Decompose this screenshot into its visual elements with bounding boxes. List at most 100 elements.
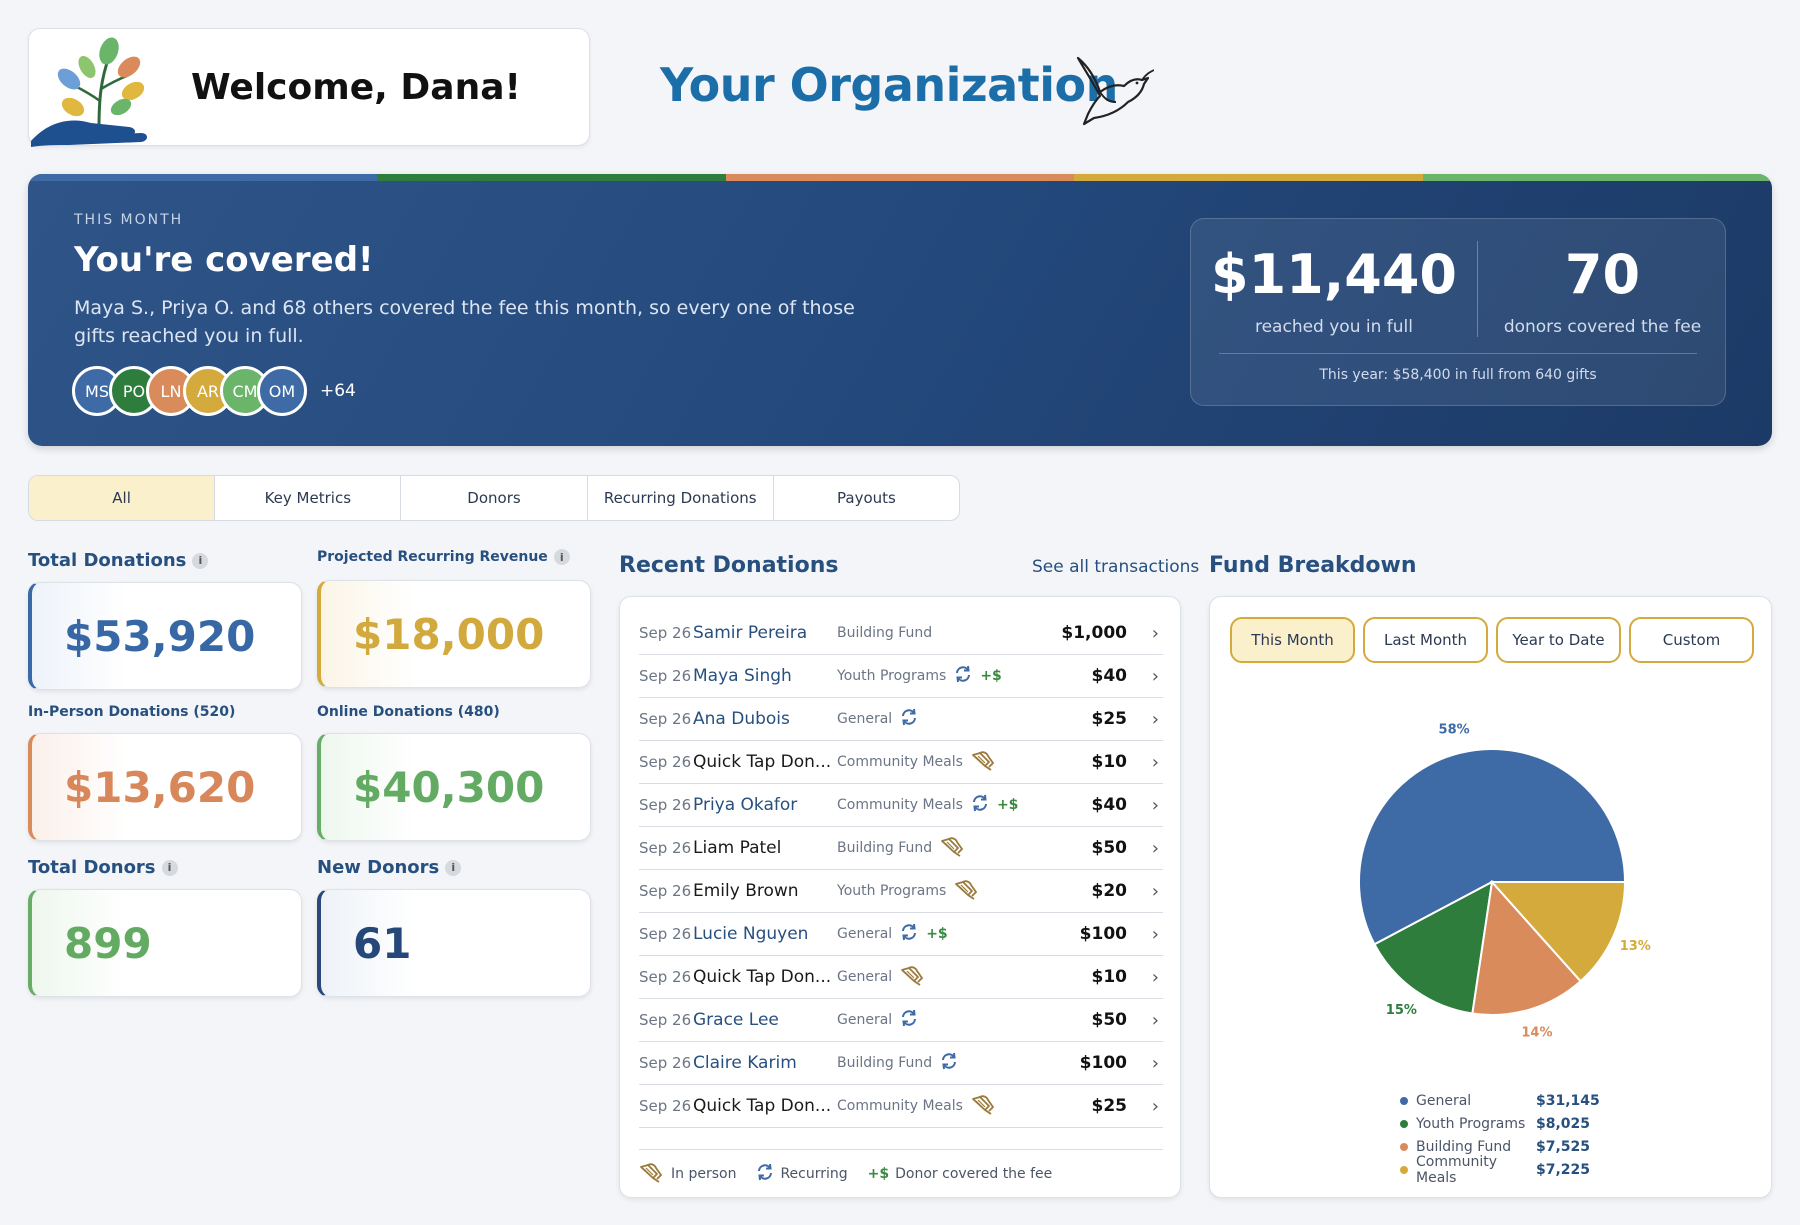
donor-name[interactable]: Claire Karim xyxy=(693,1053,797,1073)
pie-label: 15% xyxy=(1386,1003,1417,1018)
stats-divider xyxy=(1477,241,1478,337)
pie-label: 14% xyxy=(1521,1025,1552,1040)
period-last-month-button[interactable]: Last Month xyxy=(1363,617,1488,663)
donation-amount: $50 xyxy=(1091,1010,1128,1030)
in-person-icon xyxy=(971,1093,997,1119)
donor-name[interactable]: Grace Lee xyxy=(693,1010,779,1030)
total-donations-label-text: Total Donations xyxy=(28,550,187,571)
period-custom-button[interactable]: Custom xyxy=(1629,617,1754,663)
donation-row[interactable]: Sep 26 Quick Tap Don... Community Meals $10… xyxy=(639,741,1163,784)
period-this-month-button[interactable]: This Month xyxy=(1230,617,1355,663)
info-icon[interactable]: i xyxy=(445,859,462,876)
welcome-heading: Welcome, Dana! xyxy=(191,67,521,108)
donation-date: Sep 26 xyxy=(639,1097,692,1115)
legend-name: Building Fund xyxy=(1416,1138,1512,1155)
stripe-segment xyxy=(28,174,377,181)
pie-slice-building-fund[interactable] xyxy=(1471,879,1582,1016)
donation-amount: $100 xyxy=(1079,1053,1127,1073)
period-selector: This Month Last Month Year to Date Custo… xyxy=(1230,617,1754,663)
chevron-right-icon[interactable]: › xyxy=(1151,837,1159,859)
tab-recurring-donations[interactable]: Recurring Donations xyxy=(588,476,774,520)
fee-covered-icon: +$ xyxy=(980,668,1002,684)
total-donations-card[interactable]: $53,920 xyxy=(28,582,302,690)
donor-avatar-stack[interactable]: MS PO LN AR CM OM +64 xyxy=(72,365,356,417)
chevron-right-icon[interactable]: › xyxy=(1151,622,1159,644)
donor-name: Liam Patel xyxy=(693,838,782,858)
donation-icons xyxy=(900,708,918,730)
donation-fund: General xyxy=(837,926,893,942)
pie-slice-general[interactable] xyxy=(1358,748,1627,946)
donation-icons: +$ xyxy=(954,665,1002,687)
donation-row[interactable]: Sep 26 Lucie Nguyen General +$ $100 › xyxy=(639,913,1163,956)
donation-icons xyxy=(971,1093,997,1119)
chevron-right-icon[interactable]: › xyxy=(1151,665,1159,687)
donation-date: Sep 26 xyxy=(639,882,692,900)
tab-donors[interactable]: Donors xyxy=(401,476,588,520)
see-all-transactions-link[interactable]: See all transactions xyxy=(1032,557,1200,577)
info-icon[interactable]: i xyxy=(192,552,209,569)
banner-title: You're covered! xyxy=(74,240,374,280)
tab-payouts[interactable]: Payouts xyxy=(837,489,896,507)
donation-amount: $50 xyxy=(1091,838,1128,858)
recurring-icon xyxy=(971,794,989,816)
donor-name[interactable]: Samir Pereira xyxy=(693,623,808,643)
online-donations-card[interactable]: $40,300 xyxy=(317,733,591,841)
legend-swatch xyxy=(1400,1142,1408,1151)
legend-item: Building Fund $7,525 xyxy=(1400,1135,1600,1158)
chevron-right-icon[interactable]: › xyxy=(1151,966,1159,988)
period-year-to-date-button[interactable]: Year to Date xyxy=(1496,617,1621,663)
donation-row[interactable]: Sep 26 Maya Singh Youth Programs +$ $40 › xyxy=(639,655,1163,698)
fund-breakdown-title: Fund Breakdown xyxy=(1209,553,1417,578)
donation-row[interactable]: Sep 26 Ana Dubois General $25 › xyxy=(639,698,1163,741)
chevron-right-icon[interactable]: › xyxy=(1151,1009,1159,1031)
donation-row[interactable]: Sep 26 Quick Tap Don... General $10 › xyxy=(639,956,1163,999)
donation-row[interactable]: Sep 26 Priya Okafor Community Meals +$ $40 › xyxy=(639,784,1163,827)
new-donors-card[interactable]: 61 xyxy=(317,889,591,997)
tab-key-metrics[interactable]: Key Metrics xyxy=(215,476,402,520)
in-person-donations-card[interactable]: $13,620 xyxy=(28,733,302,841)
stripe-segment xyxy=(1423,174,1772,181)
in-person-icon xyxy=(940,835,966,861)
tab-all[interactable]: All xyxy=(29,476,216,520)
donors-covered-label: donors covered the fee xyxy=(1503,317,1702,337)
donor-name[interactable]: Lucie Nguyen xyxy=(693,924,809,944)
pie-slice-youth-programs[interactable] xyxy=(1373,880,1494,1015)
fee-coverage-banner: THIS MONTH You're covered! Maya S., Priy… xyxy=(28,174,1772,446)
donation-fund: General xyxy=(837,1012,893,1028)
recurring-icon xyxy=(756,1163,774,1185)
banner-eyebrow: THIS MONTH xyxy=(74,212,184,228)
donation-row[interactable]: Sep 26 Quick Tap Don... Community Meals $25… xyxy=(639,1085,1163,1128)
donation-date: Sep 26 xyxy=(639,753,692,771)
fee-covered-icon: +$ xyxy=(996,797,1019,813)
donation-row[interactable]: Sep 26 Emily Brown Youth Programs $20 › xyxy=(639,870,1163,913)
chevron-right-icon[interactable]: › xyxy=(1151,1095,1159,1117)
donor-name[interactable]: Ana Dubois xyxy=(693,709,790,729)
projected-recurring-label: Projected Recurring Revenue i xyxy=(317,549,570,565)
donor-name[interactable]: Priya Okafor xyxy=(693,795,798,815)
online-donations-label: Online Donations (480) xyxy=(317,704,500,720)
chevron-right-icon[interactable]: › xyxy=(1151,1052,1159,1074)
donation-icons xyxy=(971,749,997,775)
amount-reached-value: $11,440 xyxy=(1211,243,1457,306)
donation-row[interactable]: Sep 26 Samir Pereira Building Fund $1,000 › xyxy=(639,612,1163,655)
donation-row[interactable]: Sep 26 Liam Patel Building Fund $50 › xyxy=(639,827,1163,870)
donor-name[interactable]: Maya Singh xyxy=(693,666,792,686)
pie-slice-community-meals[interactable] xyxy=(1489,881,1627,983)
info-icon[interactable]: i xyxy=(553,549,570,565)
avatars-more-count[interactable]: +64 xyxy=(320,381,356,401)
chevron-right-icon[interactable]: › xyxy=(1151,751,1159,773)
projected-recurring-label-text: Projected Recurring Revenue xyxy=(317,549,548,565)
avatar[interactable]: OM xyxy=(257,366,307,416)
fund-breakdown-panel: This Month Last Month Year to Date Custo… xyxy=(1209,596,1772,1198)
chevron-right-icon[interactable]: › xyxy=(1151,708,1159,730)
donation-row[interactable]: Sep 26 Claire Karim Building Fund $100 › xyxy=(639,1042,1163,1085)
donation-row[interactable]: Sep 26 Grace Lee General $50 › xyxy=(639,999,1163,1042)
info-icon[interactable]: i xyxy=(161,859,178,876)
donation-date: Sep 26 xyxy=(639,710,692,728)
chevron-right-icon[interactable]: › xyxy=(1151,923,1159,945)
total-donors-card[interactable]: 899 xyxy=(28,889,302,997)
projected-recurring-card[interactable]: $18,000 xyxy=(317,580,591,688)
chevron-right-icon[interactable]: › xyxy=(1151,794,1159,816)
chevron-right-icon[interactable]: › xyxy=(1151,880,1159,902)
legend-swatch xyxy=(1400,1096,1408,1105)
